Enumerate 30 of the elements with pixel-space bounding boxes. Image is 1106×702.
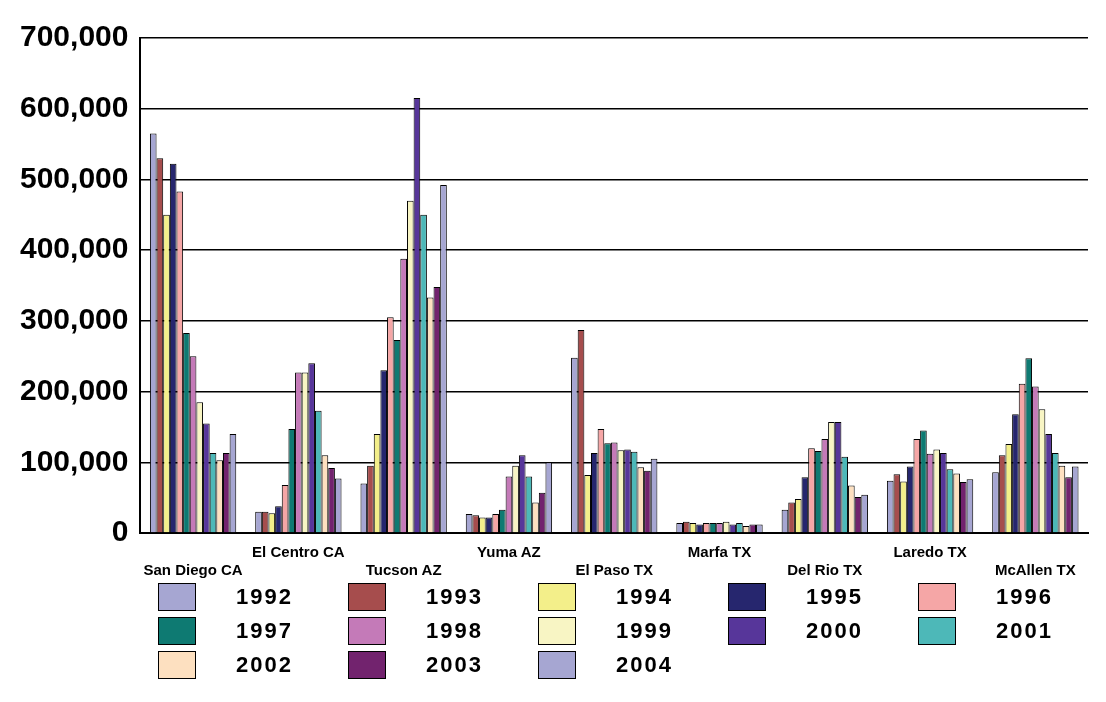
y-tick-label: 200,000 — [19, 372, 129, 406]
x-tick-label: Marfa TX — [687, 543, 752, 561]
x-tick-label: Yuma AZ — [477, 543, 541, 561]
legend-label: 2001 — [996, 618, 1053, 644]
legend-label: 2003 — [426, 652, 483, 678]
legend-label: 1994 — [616, 584, 673, 610]
x-tick-label: Del Rio TX — [787, 561, 863, 579]
legend-label: 1996 — [996, 584, 1053, 610]
x-tick-label: El Centro CA — [252, 543, 345, 561]
y-tick-label: 100,000 — [19, 443, 129, 477]
y-tick-label: 600,000 — [19, 89, 129, 123]
x-tick-label: Laredo TX — [893, 543, 967, 561]
legend-label: 2002 — [236, 652, 293, 678]
legend-label: 2004 — [616, 652, 673, 678]
y-tick-label: 700,000 — [19, 19, 129, 53]
x-tick-label: El Paso TX — [575, 561, 653, 579]
legend-label: 1997 — [236, 618, 293, 644]
legend-label: 1995 — [806, 584, 863, 610]
legend-label: 1993 — [426, 584, 483, 610]
legend-label: 1998 — [426, 618, 483, 644]
y-tick-label: 0 — [111, 514, 129, 548]
y-tick-label: 300,000 — [19, 302, 129, 336]
legend-label: 2000 — [806, 618, 863, 644]
x-tick-label: Tucson AZ — [365, 561, 442, 579]
y-tick-label: 400,000 — [19, 231, 129, 265]
x-tick-label: San Diego CA — [143, 561, 243, 579]
x-tick-label: McAllen TX — [994, 561, 1076, 579]
legend-label: 1999 — [616, 618, 673, 644]
legend-label: 1992 — [236, 584, 293, 610]
y-tick-label: 500,000 — [19, 160, 129, 194]
